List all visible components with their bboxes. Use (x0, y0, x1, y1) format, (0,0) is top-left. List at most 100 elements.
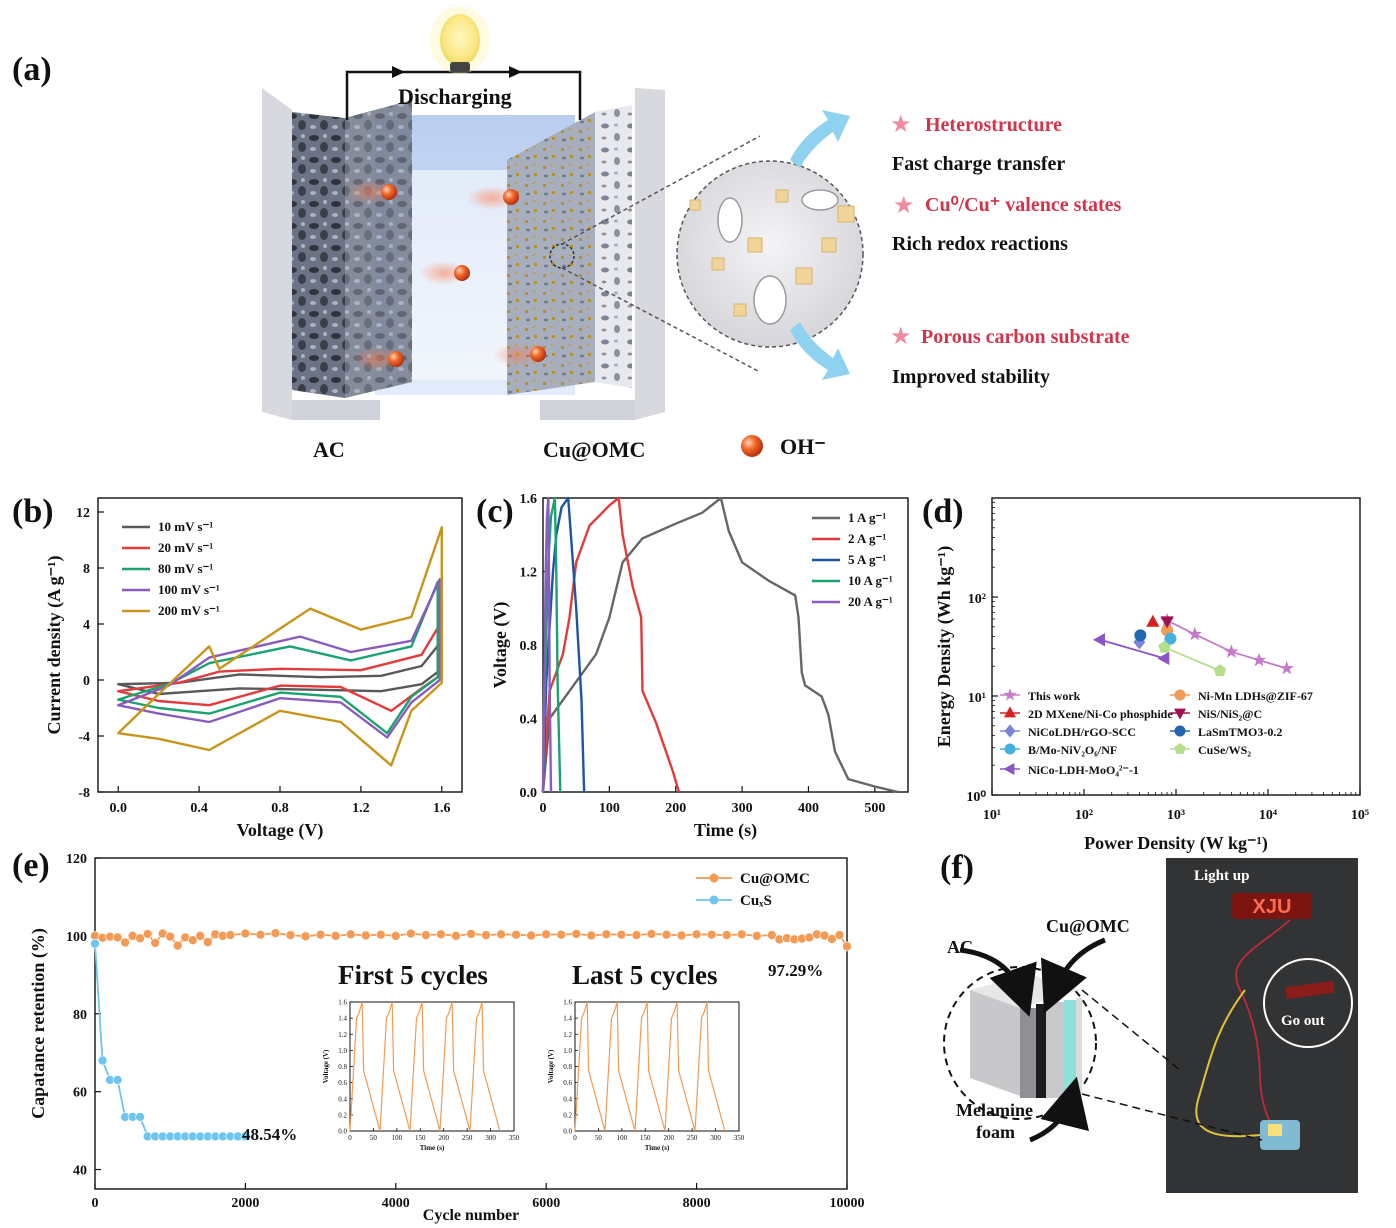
retention-point (97, 1055, 108, 1066)
retention-point (834, 930, 845, 940)
retention-point (203, 937, 213, 947)
retention-point (225, 930, 236, 940)
x-tick-label: 500 (864, 801, 885, 816)
legend-marker (1003, 688, 1017, 701)
discharging-label: Discharging (398, 84, 512, 109)
ragone-point (1134, 629, 1147, 642)
x-tick-label: 1.6 (433, 801, 451, 816)
retention-point (165, 931, 175, 942)
feature-list: ★ Heterostructure Fast charge transfer ★… (890, 112, 1130, 388)
inset-x-tick-label: 200 (438, 1134, 449, 1142)
retention-point (240, 928, 251, 939)
inset-x-tick-label: 150 (640, 1134, 651, 1142)
ion-group (345, 180, 546, 371)
retention-point (112, 1075, 123, 1085)
panel-label: (b) (12, 493, 54, 530)
y-tick-label: 1.6 (520, 492, 538, 507)
retention-point (466, 929, 476, 939)
inset-y-tick-label: 1.2 (563, 1031, 572, 1039)
inset-y-tick-label: 0.8 (563, 1063, 572, 1071)
inset-x-tick-label: 0 (348, 1134, 352, 1142)
inset-x-tick-label: 50 (370, 1134, 378, 1142)
y-tick-label: 10² (968, 592, 986, 607)
inset-y-tick-label: 0.4 (338, 1095, 347, 1103)
retention-point (631, 930, 642, 940)
retention-point (172, 940, 183, 951)
x-axis-title: Voltage (V) (237, 820, 324, 841)
chart-c: (c) 0 100 200 300 400 500 0.0 0.4 0.8 1.2 1.6 Time (… (476, 492, 909, 841)
retention-point (736, 929, 747, 940)
inset-y-tick-label: 0.4 (563, 1095, 572, 1103)
inset-y-tick-label: 0.8 (338, 1063, 347, 1071)
ragone-point (1187, 626, 1202, 641)
y-tick-label: 1.2 (520, 566, 538, 581)
retention-point (300, 931, 311, 942)
inset-x-tick-label: 0 (573, 1134, 577, 1142)
legend-label: 20 A g⁻¹ (848, 594, 893, 609)
ragone-series-line (1099, 638, 1165, 660)
y-tick-label: 10¹ (968, 691, 986, 706)
gcd-series-line (541, 496, 681, 793)
inset-y-tick-label: 0.0 (338, 1128, 347, 1136)
legend-marker (709, 873, 719, 883)
x-tick-label: 6000 (532, 1196, 560, 1211)
retention-point (375, 929, 386, 940)
star-icon: ★ (890, 112, 912, 138)
legend-label: 2 A g⁻¹ (848, 531, 886, 546)
x-axis-title: Time (s) (694, 820, 757, 841)
ragone-point (1133, 634, 1146, 650)
light-up-label: Light up (1194, 868, 1249, 884)
legend-label: CuₓS (740, 893, 772, 909)
panel-label: (e) (12, 847, 50, 884)
inset-y-tick-label: 1.0 (563, 1047, 572, 1055)
retention-point (315, 929, 326, 940)
oh-ion (454, 265, 470, 281)
retention-point (721, 930, 732, 940)
inset-y-tick-label: 1.2 (338, 1031, 347, 1039)
legend-label: 2D MXene/Ni-Co phosphide (1028, 707, 1173, 721)
x-tick-label: 400 (798, 801, 819, 816)
feature-desc: Rich redox reactions (892, 233, 1068, 255)
x-tick-label: 0.8 (271, 801, 289, 816)
retention-point (511, 929, 521, 940)
legend-marker (1174, 689, 1186, 701)
x-tick-label: 0.4 (190, 801, 208, 816)
inset-y-tick-label: 1.4 (563, 1015, 572, 1023)
legend-marker (1003, 762, 1015, 776)
x-tick-label: 10000 (830, 1196, 865, 1211)
led-sign (1232, 893, 1312, 919)
inset-y-tick-label: 1.6 (338, 999, 347, 1007)
cuomc-final-value: 97.29% (768, 961, 823, 980)
cell-casing-left (262, 88, 292, 420)
plot-frame (97, 497, 463, 793)
ragone-point (1251, 652, 1267, 667)
panel-f-label: (f) (940, 849, 974, 886)
y-axis-title: Voltage (V) (490, 602, 511, 689)
retention-point (135, 933, 145, 944)
y-tick-label: 100 (66, 930, 87, 945)
legend-label: 5 A g⁻¹ (848, 552, 886, 567)
inset-y-tick-label: 0.6 (338, 1079, 347, 1087)
inset-x-tick-label: 100 (392, 1134, 403, 1142)
feature-desc: Improved stability (892, 366, 1050, 388)
x-tick-label: 1.2 (352, 801, 370, 816)
y-axis-title: Capatance retention (%) (28, 928, 49, 1119)
cell-casing-right (635, 88, 665, 420)
legend-label: 100 mV s⁻¹ (158, 582, 220, 597)
x-tick-label: 0 (540, 801, 547, 816)
lightbulb-icon (440, 14, 480, 66)
legend-label: NiCo-LDH-MoO₄²⁻-1 (1028, 763, 1139, 777)
x-tick-label: 200 (665, 801, 686, 816)
y-tick-label: 120 (66, 852, 87, 867)
retention-point (481, 930, 491, 940)
inset-title: Last 5 cycles (572, 960, 717, 990)
legend-label: 10 mV s⁻¹ (158, 519, 213, 534)
zoom-inset (549, 135, 864, 373)
retention-point (766, 930, 777, 940)
retention-point (187, 935, 198, 945)
retention-point (586, 930, 597, 941)
y-axis-title: Current density (A g⁻¹) (44, 555, 65, 734)
legend-label: 1 A g⁻¹ (848, 510, 886, 525)
legend-label: CuSe/WS₂ (1198, 743, 1251, 757)
retention-point (195, 931, 206, 941)
